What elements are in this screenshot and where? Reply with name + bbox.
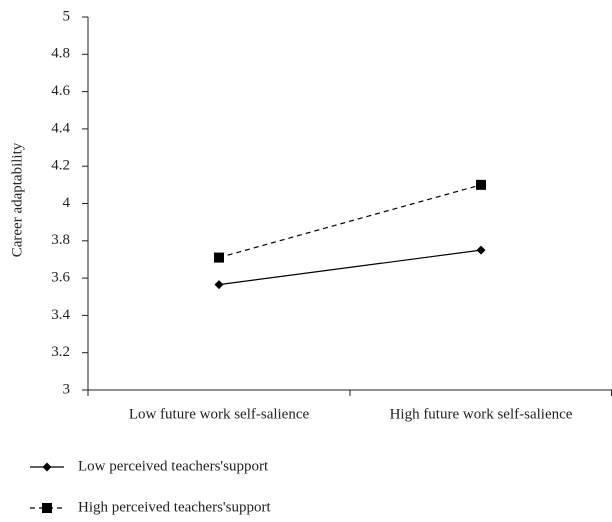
series-line [218, 184, 482, 259]
y-tick-label: 3.4 [51, 307, 70, 323]
y-tick-label: 3.8 [51, 232, 70, 248]
y-tick-label: 4.8 [51, 46, 70, 62]
series-line [218, 249, 482, 286]
y-tick-label: 3.2 [51, 344, 70, 360]
marker [214, 280, 224, 290]
y-tick-label: 3 [63, 381, 71, 397]
x-tick-label: High future work self-salience [390, 406, 573, 422]
y-axis-label: Career adaptability [9, 142, 25, 257]
y-tick-label: 5 [63, 8, 71, 24]
legend-label: High perceived teachers'support [78, 499, 271, 515]
legend-label: Low perceived teachers'support [78, 458, 269, 474]
y-tick-label: 4.4 [51, 120, 70, 136]
y-tick-label: 4.2 [51, 158, 70, 174]
x-tick-label: Low future work self-salience [129, 406, 310, 422]
y-tick-label: 3.6 [51, 270, 70, 286]
marker [476, 179, 486, 190]
marker [42, 503, 52, 513]
marker [214, 252, 224, 263]
y-tick-label: 4.6 [51, 83, 70, 99]
y-tick-label: 4 [63, 195, 71, 211]
marker [476, 245, 486, 255]
marker [42, 462, 52, 472]
